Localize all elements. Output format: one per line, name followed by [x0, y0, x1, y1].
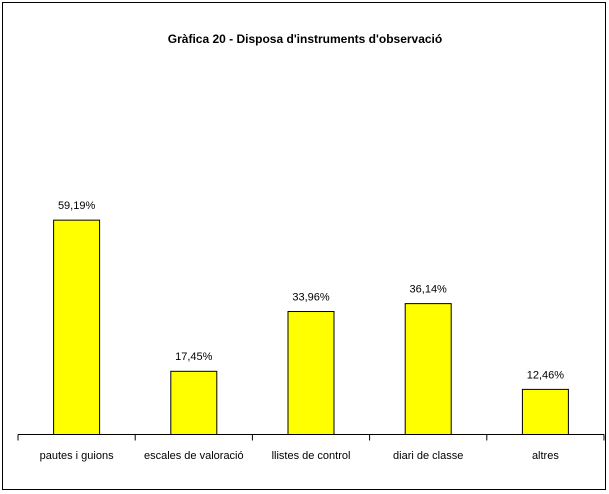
x-tick-label: pautes i guions — [39, 449, 114, 462]
bar — [287, 311, 335, 436]
value-label: 59,19% — [58, 200, 96, 212]
value-label: 12,46% — [527, 369, 565, 381]
bar — [170, 370, 218, 435]
chart-title: Gràfica 20 - Disposa d'instruments d'obs… — [168, 32, 442, 46]
bar — [53, 219, 101, 435]
bar — [404, 303, 452, 436]
value-label: 17,45% — [175, 351, 213, 363]
x-tick-label: llistes de control — [271, 449, 351, 462]
x-tick-label: altres — [531, 449, 559, 462]
value-label: 36,14% — [410, 284, 448, 296]
x-tick-label: diari de classe — [393, 449, 464, 462]
bar — [521, 388, 569, 436]
x-tick-label: escales de valoració — [143, 449, 244, 462]
value-label: 33,96% — [292, 291, 330, 303]
